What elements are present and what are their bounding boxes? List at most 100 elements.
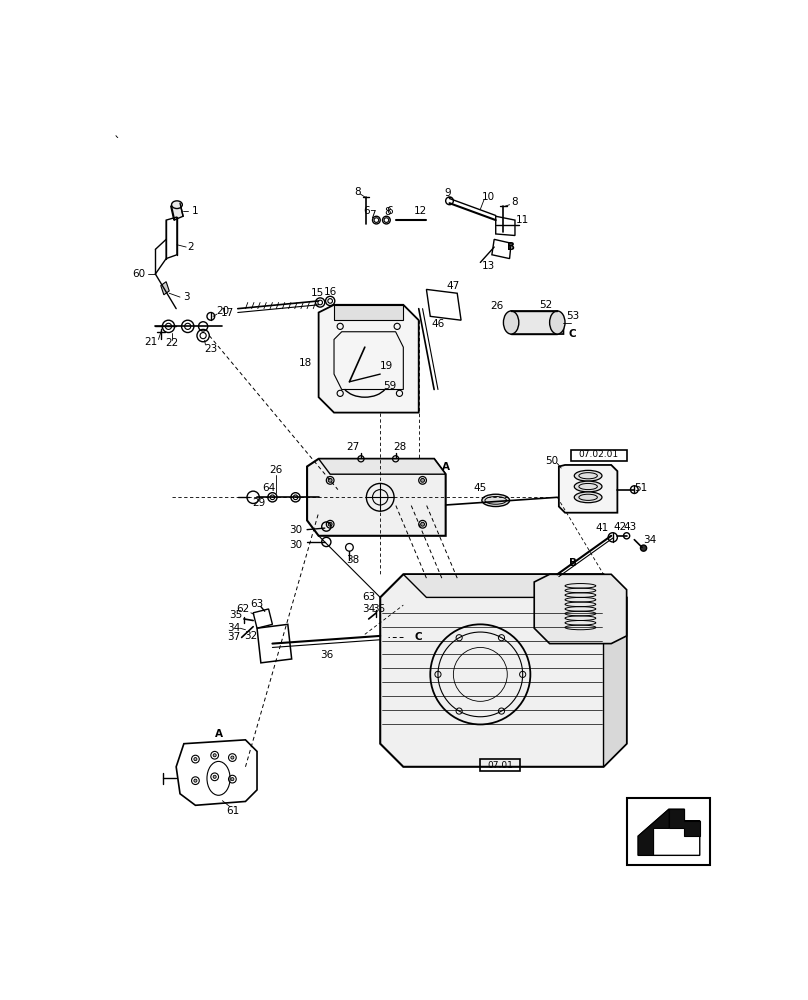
Text: 34: 34: [227, 623, 241, 633]
Text: 38: 38: [347, 555, 360, 565]
Text: 35: 35: [372, 604, 385, 614]
Circle shape: [213, 775, 217, 778]
Text: 18: 18: [299, 358, 312, 368]
Polygon shape: [403, 574, 627, 597]
Text: 59: 59: [383, 381, 396, 391]
Polygon shape: [307, 459, 446, 536]
Bar: [627, 798, 709, 865]
Text: 47: 47: [447, 281, 460, 291]
Text: 8: 8: [511, 197, 518, 207]
Circle shape: [328, 522, 332, 526]
Text: 7: 7: [369, 210, 376, 220]
Text: 37: 37: [227, 632, 241, 642]
Polygon shape: [161, 282, 169, 295]
Polygon shape: [334, 305, 403, 320]
Text: 07.01: 07.01: [487, 761, 513, 770]
Bar: [571, 450, 627, 461]
Polygon shape: [638, 809, 669, 855]
Text: 61: 61: [225, 806, 239, 816]
Text: 26: 26: [490, 301, 504, 311]
Text: 35: 35: [229, 610, 242, 620]
Text: 30: 30: [289, 525, 302, 535]
Text: 42: 42: [614, 522, 627, 532]
Bar: [480, 759, 520, 771]
Text: 30: 30: [289, 540, 302, 550]
Polygon shape: [604, 574, 627, 767]
Text: B: B: [569, 558, 577, 568]
Text: 50: 50: [545, 456, 558, 466]
Text: 53: 53: [566, 311, 579, 321]
Polygon shape: [534, 574, 627, 644]
Text: 21: 21: [144, 337, 158, 347]
Text: 8: 8: [385, 207, 391, 217]
Circle shape: [194, 758, 197, 761]
Text: 13: 13: [482, 261, 494, 271]
Text: 63: 63: [250, 599, 263, 609]
Polygon shape: [318, 459, 446, 474]
Text: 64: 64: [262, 483, 276, 493]
Text: `: `: [113, 136, 120, 150]
Text: 34: 34: [362, 604, 375, 614]
Text: C: C: [569, 329, 577, 339]
Text: 20: 20: [216, 306, 229, 316]
Text: 46: 46: [431, 319, 444, 329]
Text: 12: 12: [414, 206, 427, 216]
Text: 07.02.01: 07.02.01: [579, 450, 619, 459]
Circle shape: [231, 756, 234, 759]
Text: 62: 62: [237, 604, 250, 614]
Circle shape: [328, 478, 332, 482]
Text: C: C: [415, 632, 423, 642]
Text: 2: 2: [187, 242, 194, 252]
Text: 3: 3: [183, 292, 190, 302]
Ellipse shape: [549, 311, 565, 334]
Ellipse shape: [574, 481, 602, 492]
Polygon shape: [559, 465, 617, 513]
Text: 29: 29: [252, 498, 265, 508]
Text: 43: 43: [624, 522, 637, 532]
Text: 22: 22: [166, 338, 179, 348]
Ellipse shape: [574, 492, 602, 503]
Text: 17: 17: [221, 308, 234, 318]
Text: 15: 15: [310, 288, 324, 298]
Text: 32: 32: [244, 631, 258, 641]
Ellipse shape: [171, 201, 183, 209]
Circle shape: [421, 478, 424, 482]
Text: 23: 23: [204, 344, 217, 354]
Text: 27: 27: [347, 442, 360, 452]
Text: 26: 26: [270, 465, 283, 475]
Text: 41: 41: [595, 523, 608, 533]
Text: 9: 9: [444, 188, 452, 198]
Circle shape: [231, 778, 234, 781]
Text: 6: 6: [363, 206, 370, 216]
Circle shape: [421, 522, 424, 526]
Text: 8: 8: [354, 187, 360, 197]
Text: 11: 11: [516, 215, 529, 225]
Text: 45: 45: [473, 483, 487, 493]
Polygon shape: [505, 311, 563, 334]
Circle shape: [194, 779, 197, 782]
Text: B: B: [507, 242, 516, 252]
Text: 52: 52: [539, 300, 553, 310]
Text: 6: 6: [386, 206, 393, 216]
Ellipse shape: [503, 311, 519, 334]
Text: 51: 51: [633, 483, 647, 493]
Polygon shape: [318, 305, 419, 413]
Text: 1: 1: [192, 206, 199, 216]
Ellipse shape: [482, 494, 510, 507]
Text: 36: 36: [320, 650, 333, 660]
Ellipse shape: [574, 470, 602, 481]
Text: 60: 60: [132, 269, 145, 279]
Text: 16: 16: [323, 287, 337, 297]
Text: A: A: [214, 729, 222, 739]
Text: 28: 28: [393, 442, 406, 452]
Circle shape: [213, 754, 217, 757]
Text: 10: 10: [482, 192, 494, 202]
Circle shape: [641, 545, 646, 551]
Polygon shape: [381, 574, 627, 767]
Text: 19: 19: [380, 361, 393, 371]
Polygon shape: [170, 203, 183, 220]
Text: 63: 63: [362, 592, 375, 602]
Text: A: A: [442, 462, 450, 472]
Polygon shape: [669, 809, 700, 836]
Text: 34: 34: [643, 535, 656, 545]
